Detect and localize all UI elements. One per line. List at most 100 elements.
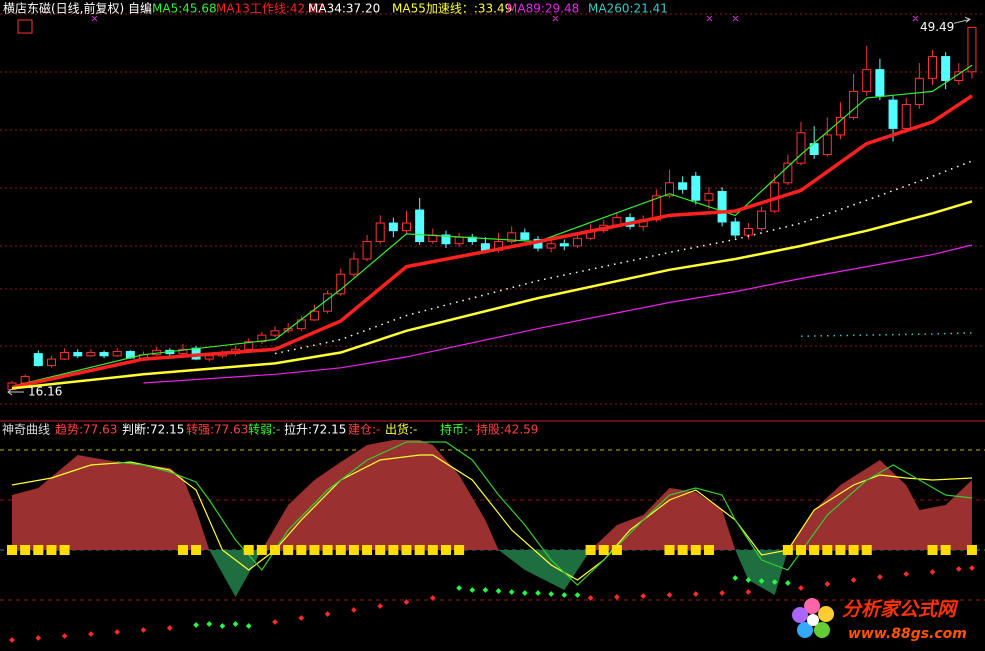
candle-body xyxy=(914,77,924,105)
signal-square xyxy=(33,545,44,555)
candle-body xyxy=(678,182,688,190)
signal-square xyxy=(309,545,320,555)
signal-square xyxy=(20,545,31,555)
signal-dot xyxy=(9,637,15,643)
candle-body xyxy=(757,210,767,229)
candle-body xyxy=(204,355,214,360)
candle-body xyxy=(783,162,793,184)
watermark-title: 分析家公式网 xyxy=(842,599,959,621)
signal-dot xyxy=(692,591,699,597)
signal-square xyxy=(664,545,675,555)
ma-line xyxy=(143,244,973,384)
candle-body xyxy=(928,56,937,79)
candle-body xyxy=(309,310,319,321)
marker-box xyxy=(17,19,33,34)
signal-square xyxy=(927,545,938,555)
signal-square xyxy=(414,545,425,555)
signal-dot xyxy=(929,569,936,575)
signal-dot xyxy=(574,592,581,598)
signal-dot xyxy=(88,631,94,637)
candle-body xyxy=(73,352,83,357)
legend-entry: 转弱:- xyxy=(248,422,280,437)
candle-body xyxy=(520,232,530,240)
signal-square xyxy=(690,545,701,555)
signal-square xyxy=(703,545,714,555)
signal-dot xyxy=(61,633,68,639)
signal-dot xyxy=(272,619,278,625)
legend-entry: MA89:29.48 xyxy=(507,2,579,16)
logo-petal xyxy=(804,598,820,614)
candle-body xyxy=(46,358,56,367)
candle-body xyxy=(349,258,359,275)
signal-dot xyxy=(745,577,752,583)
signal-square xyxy=(401,545,412,555)
legend-entry: MA34:37.20 xyxy=(308,2,380,16)
signal-dot xyxy=(114,629,121,635)
signal-square xyxy=(782,545,793,555)
candle-body xyxy=(691,175,701,201)
signal-square xyxy=(283,545,294,555)
signal-square xyxy=(822,545,833,555)
candle-body xyxy=(323,293,333,312)
chart-title: 横店东磁(日线,前复权) 自编 xyxy=(3,1,152,16)
legend-entry: 转强:77.63 xyxy=(186,422,248,437)
signal-square xyxy=(59,545,70,555)
signal-dot xyxy=(351,607,357,613)
signal-dot xyxy=(403,599,410,605)
signal-square xyxy=(322,545,333,555)
signal-square xyxy=(611,545,622,555)
signal-square xyxy=(677,545,688,555)
signal-square xyxy=(46,545,57,555)
ma-line xyxy=(11,64,973,387)
signal-dot xyxy=(719,590,725,596)
candle-body xyxy=(730,221,740,236)
legend-entry: MA260:21.41 xyxy=(588,2,668,16)
candle-body xyxy=(86,352,96,357)
price-annotation: 16.16 xyxy=(28,384,62,398)
candle-body xyxy=(572,237,582,247)
signal-dot xyxy=(535,590,541,596)
signal-dot xyxy=(758,578,765,584)
watermark-url: www.88gs.com xyxy=(848,626,967,642)
signal-dot xyxy=(456,585,462,591)
signal-square xyxy=(7,545,17,555)
signal-square xyxy=(585,545,596,555)
signal-dot xyxy=(732,575,739,581)
legend-entry: 拉升:72.15 xyxy=(284,422,346,437)
legend-entry: 持股:42.59 xyxy=(476,422,538,437)
signal-square xyxy=(375,545,386,555)
signal-dot xyxy=(745,589,752,595)
legend-entry: MA55加速线：:33.49 xyxy=(392,2,512,16)
signal-square xyxy=(348,545,359,555)
candle-body xyxy=(60,352,70,360)
candle-body xyxy=(415,209,425,243)
logo-petal xyxy=(792,607,808,623)
signal-square xyxy=(388,545,399,555)
logo-petal xyxy=(818,606,834,622)
signal-dot xyxy=(561,592,568,598)
signal-dot xyxy=(206,621,213,627)
candle-body xyxy=(888,99,898,129)
candle-body xyxy=(402,222,411,232)
trend-area-down xyxy=(12,550,972,597)
logo-petal xyxy=(814,622,830,638)
candle-body xyxy=(941,56,951,82)
candle-body xyxy=(441,234,451,245)
signal-dot xyxy=(824,581,831,587)
legend-entry: 出货:- xyxy=(385,422,417,437)
signal-square xyxy=(454,545,465,555)
candle-body xyxy=(244,341,254,350)
signal-square xyxy=(296,545,307,555)
candle-body xyxy=(849,90,859,119)
candle-body xyxy=(875,69,885,97)
signal-dot xyxy=(324,611,331,617)
ma-line xyxy=(11,200,973,390)
top-markers xyxy=(91,15,919,22)
signal-square xyxy=(966,545,977,555)
candle-body xyxy=(967,26,977,73)
candle-body xyxy=(559,243,569,247)
signal-dot xyxy=(245,623,252,629)
candle-body xyxy=(178,348,188,355)
logo-petal xyxy=(797,622,813,638)
signal-dot xyxy=(522,590,528,596)
